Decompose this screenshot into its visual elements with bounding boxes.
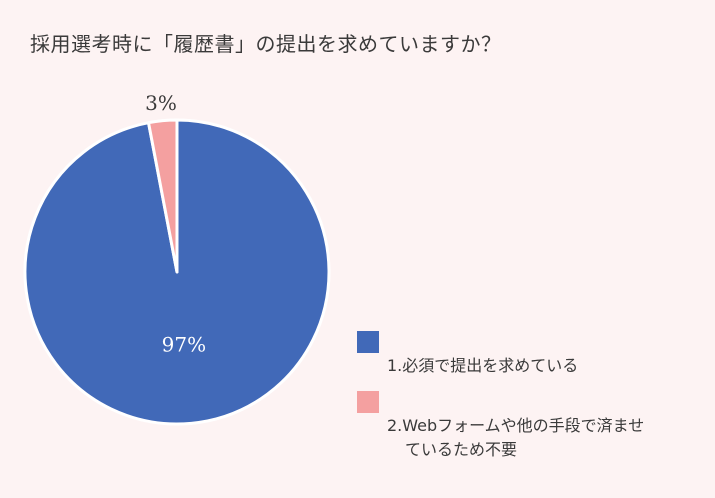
- slice-label-must-submit: 97%: [162, 333, 206, 357]
- legend-label: 1.必須で提出を求めている: [387, 330, 697, 378]
- legend-swatch-blue: [357, 331, 379, 353]
- legend-label-line: 1.必須で提出を求めている: [387, 356, 579, 375]
- pie-chart: 97% 3%: [23, 91, 331, 426]
- pie-slice-not-required: [147, 118, 179, 274]
- chart-legend: 1.必須で提出を求めている 2.Webフォームや他の手段で済ませ ているため不要: [357, 330, 697, 498]
- slice-label-not-required: 3%: [145, 91, 177, 115]
- legend-item-must-submit: 1.必須で提出を求めている: [357, 330, 697, 378]
- legend-label-line: 2.Webフォームや他の手段で済ませ: [387, 416, 645, 435]
- chart-title: 採用選考時に「履歴書」の提出を求めていますか？: [30, 32, 502, 56]
- legend-label-line-2: ているため不要: [405, 440, 518, 459]
- legend-label: 2.Webフォームや他の手段で済ませ ているため不要: [387, 390, 697, 486]
- legend-swatch-pink: [357, 391, 379, 413]
- legend-item-not-required: 2.Webフォームや他の手段で済ませ ているため不要: [357, 390, 697, 486]
